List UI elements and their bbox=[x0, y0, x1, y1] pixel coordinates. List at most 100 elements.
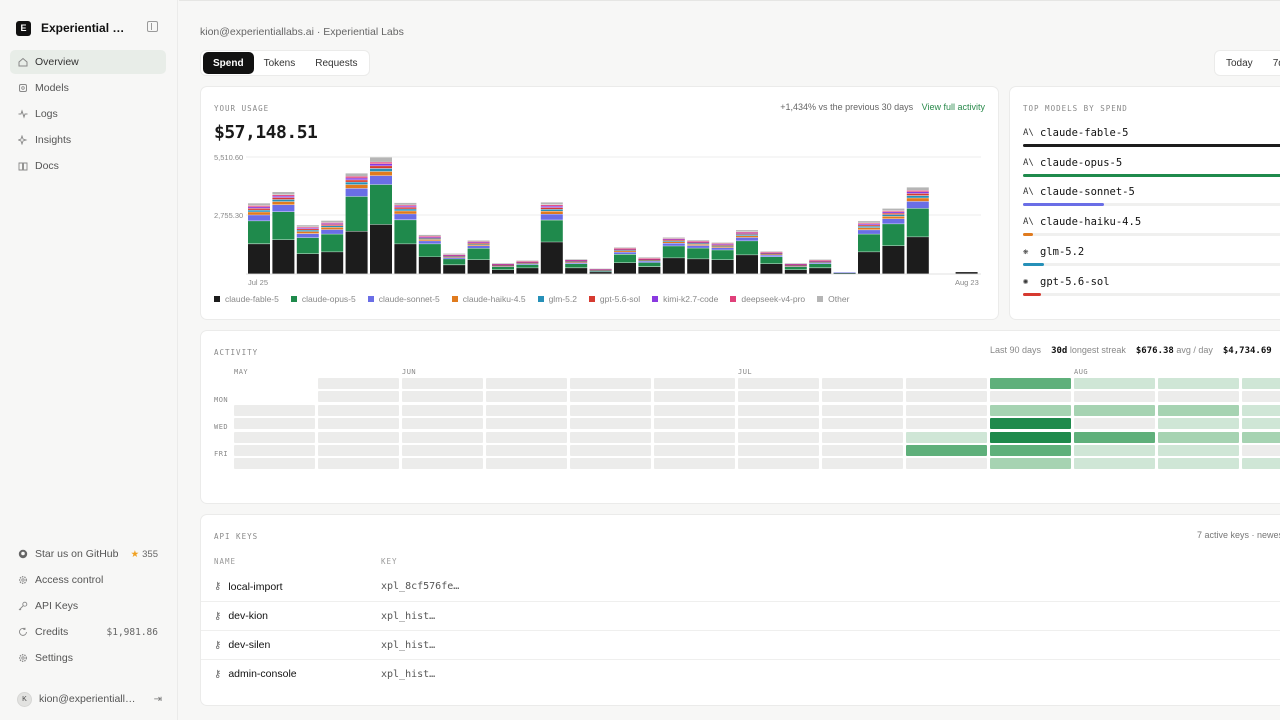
bar-segment-gpt[interactable] bbox=[418, 237, 441, 239]
heatmap-cell[interactable] bbox=[318, 404, 399, 416]
heatmap-cell[interactable] bbox=[822, 431, 903, 443]
heatmap-cell[interactable] bbox=[906, 445, 987, 456]
bar-segment-gpt[interactable] bbox=[882, 213, 905, 215]
heatmap-cell[interactable] bbox=[1074, 458, 1155, 470]
bar-segment-other[interactable] bbox=[760, 251, 783, 253]
bar-segment-glm[interactable] bbox=[614, 250, 636, 251]
bar-segment-haiku[interactable] bbox=[321, 227, 344, 230]
heatmap-cell[interactable] bbox=[570, 404, 651, 416]
bar-segment-deepseek[interactable] bbox=[858, 223, 880, 224]
bar-segment-kimi[interactable] bbox=[296, 227, 319, 229]
heatmap-cell[interactable] bbox=[570, 418, 651, 430]
bar-segment-glm[interactable] bbox=[687, 243, 710, 245]
bar-segment-haiku[interactable] bbox=[443, 256, 466, 258]
bar-segment-fable[interactable] bbox=[589, 272, 612, 274]
view-full-activity-link[interactable]: View full activity bbox=[921, 102, 985, 112]
model-row[interactable]: A\ claude-sonnet-5 bbox=[1023, 186, 1280, 216]
bar-segment-glm[interactable] bbox=[370, 168, 392, 172]
bar-segment-gpt[interactable] bbox=[272, 197, 295, 200]
bar-segment-other[interactable] bbox=[394, 202, 417, 205]
bar-segment-deepseek[interactable] bbox=[296, 227, 319, 228]
bar-segment-other[interactable] bbox=[321, 220, 344, 223]
heatmap-cell[interactable] bbox=[822, 391, 903, 403]
heatmap-cell[interactable] bbox=[1158, 418, 1239, 430]
bar-segment-glm[interactable] bbox=[296, 230, 319, 232]
bar-segment-opus[interactable] bbox=[248, 221, 270, 244]
bar-segment-other[interactable] bbox=[638, 257, 661, 259]
bar-segment-sonnet[interactable] bbox=[687, 245, 710, 248]
bar-segment-haiku[interactable] bbox=[809, 262, 832, 263]
bar-segment-fable[interactable] bbox=[443, 265, 466, 274]
bar-segment-gpt[interactable] bbox=[809, 261, 832, 262]
bar-segment-kimi[interactable] bbox=[492, 264, 514, 265]
bar-segment-sonnet[interactable] bbox=[882, 219, 905, 224]
bar-segment-kimi[interactable] bbox=[760, 252, 783, 254]
bar-segment-glm[interactable] bbox=[248, 210, 270, 212]
bar-segment-gpt[interactable] bbox=[467, 243, 490, 244]
bar-segment-fable[interactable] bbox=[394, 244, 417, 274]
heatmap-cell[interactable] bbox=[1242, 458, 1280, 470]
bar-segment-glm[interactable] bbox=[711, 245, 734, 247]
heatmap-cell[interactable] bbox=[1158, 378, 1239, 389]
bar-segment-fable[interactable] bbox=[565, 268, 588, 274]
bar-segment-opus[interactable] bbox=[272, 212, 295, 240]
bar-segment-deepseek[interactable] bbox=[321, 222, 344, 224]
bar-segment-glm[interactable] bbox=[760, 253, 783, 255]
bar-segment-other[interactable] bbox=[418, 234, 441, 236]
sidebar-toggle-icon[interactable] bbox=[147, 21, 158, 32]
heatmap-cell[interactable] bbox=[486, 404, 567, 416]
bar-segment-opus[interactable] bbox=[443, 259, 466, 265]
heatmap-cell[interactable] bbox=[990, 391, 1071, 403]
heatmap-cell[interactable] bbox=[1158, 445, 1239, 456]
bar-segment-gpt[interactable] bbox=[662, 240, 685, 241]
bar-segment-haiku[interactable] bbox=[492, 265, 514, 267]
bar-segment-gpt[interactable] bbox=[760, 253, 783, 254]
bar-segment-other[interactable] bbox=[540, 202, 563, 205]
bar-segment-opus[interactable] bbox=[467, 248, 490, 260]
heatmap-cell[interactable] bbox=[402, 445, 483, 456]
bar-segment-other[interactable] bbox=[614, 247, 636, 249]
table-row[interactable]: ⚷ local-import xpl_8cf576fe… bbox=[201, 572, 1280, 601]
bar-segment-kimi[interactable] bbox=[418, 237, 441, 238]
heatmap-cell[interactable] bbox=[1158, 391, 1239, 403]
bar-segment-glm[interactable] bbox=[540, 209, 563, 212]
bar-segment-opus[interactable] bbox=[345, 196, 368, 232]
bar-segment-kimi[interactable] bbox=[321, 223, 344, 225]
bar-segment-haiku[interactable] bbox=[394, 211, 417, 214]
bar-segment-fable[interactable] bbox=[321, 252, 344, 274]
heatmap-cell[interactable] bbox=[738, 445, 819, 456]
bar-segment-sonnet[interactable] bbox=[736, 237, 758, 241]
logout-icon[interactable]: ⇥ bbox=[153, 693, 162, 705]
heatmap-cell[interactable] bbox=[1074, 391, 1155, 403]
heatmap-cell[interactable] bbox=[990, 418, 1071, 430]
bar-segment-sonnet[interactable] bbox=[492, 266, 514, 267]
heatmap-cell[interactable] bbox=[1242, 391, 1280, 403]
bar-segment-sonnet[interactable] bbox=[565, 262, 588, 264]
model-row[interactable]: A\ claude-opus-5 bbox=[1023, 157, 1280, 187]
bar-segment-deepseek[interactable] bbox=[809, 260, 832, 261]
bar-segment-kimi[interactable] bbox=[736, 232, 758, 234]
heatmap-cell[interactable] bbox=[654, 404, 735, 416]
bar-segment-deepseek[interactable] bbox=[687, 241, 710, 242]
heatmap-cell[interactable] bbox=[1074, 404, 1155, 416]
heatmap-cell[interactable] bbox=[570, 458, 651, 470]
bar-segment-haiku[interactable] bbox=[516, 263, 539, 264]
bar-segment-haiku[interactable] bbox=[760, 254, 783, 255]
bar-segment-haiku[interactable] bbox=[272, 201, 295, 205]
heatmap-cell[interactable] bbox=[402, 391, 483, 403]
heatmap-cell[interactable] bbox=[654, 431, 735, 443]
heatmap-cell[interactable] bbox=[318, 431, 399, 443]
heatmap-cell[interactable] bbox=[234, 404, 315, 416]
bar-segment-fable[interactable] bbox=[833, 273, 856, 274]
heatmap-cell[interactable] bbox=[486, 378, 567, 389]
table-row[interactable]: ⚷ dev-kion xpl_hist… bbox=[201, 601, 1280, 630]
bar-segment-kimi[interactable] bbox=[345, 178, 368, 180]
bar-segment-kimi[interactable] bbox=[272, 196, 295, 198]
bar-segment-deepseek[interactable] bbox=[492, 264, 514, 265]
heatmap-cell[interactable] bbox=[486, 391, 567, 403]
bar-segment-sonnet[interactable] bbox=[418, 241, 441, 244]
bar-segment-glm[interactable] bbox=[809, 261, 832, 263]
bar-segment-fable[interactable] bbox=[711, 260, 734, 274]
bar-segment-opus[interactable] bbox=[736, 241, 758, 255]
bar-segment-sonnet[interactable] bbox=[394, 214, 417, 220]
